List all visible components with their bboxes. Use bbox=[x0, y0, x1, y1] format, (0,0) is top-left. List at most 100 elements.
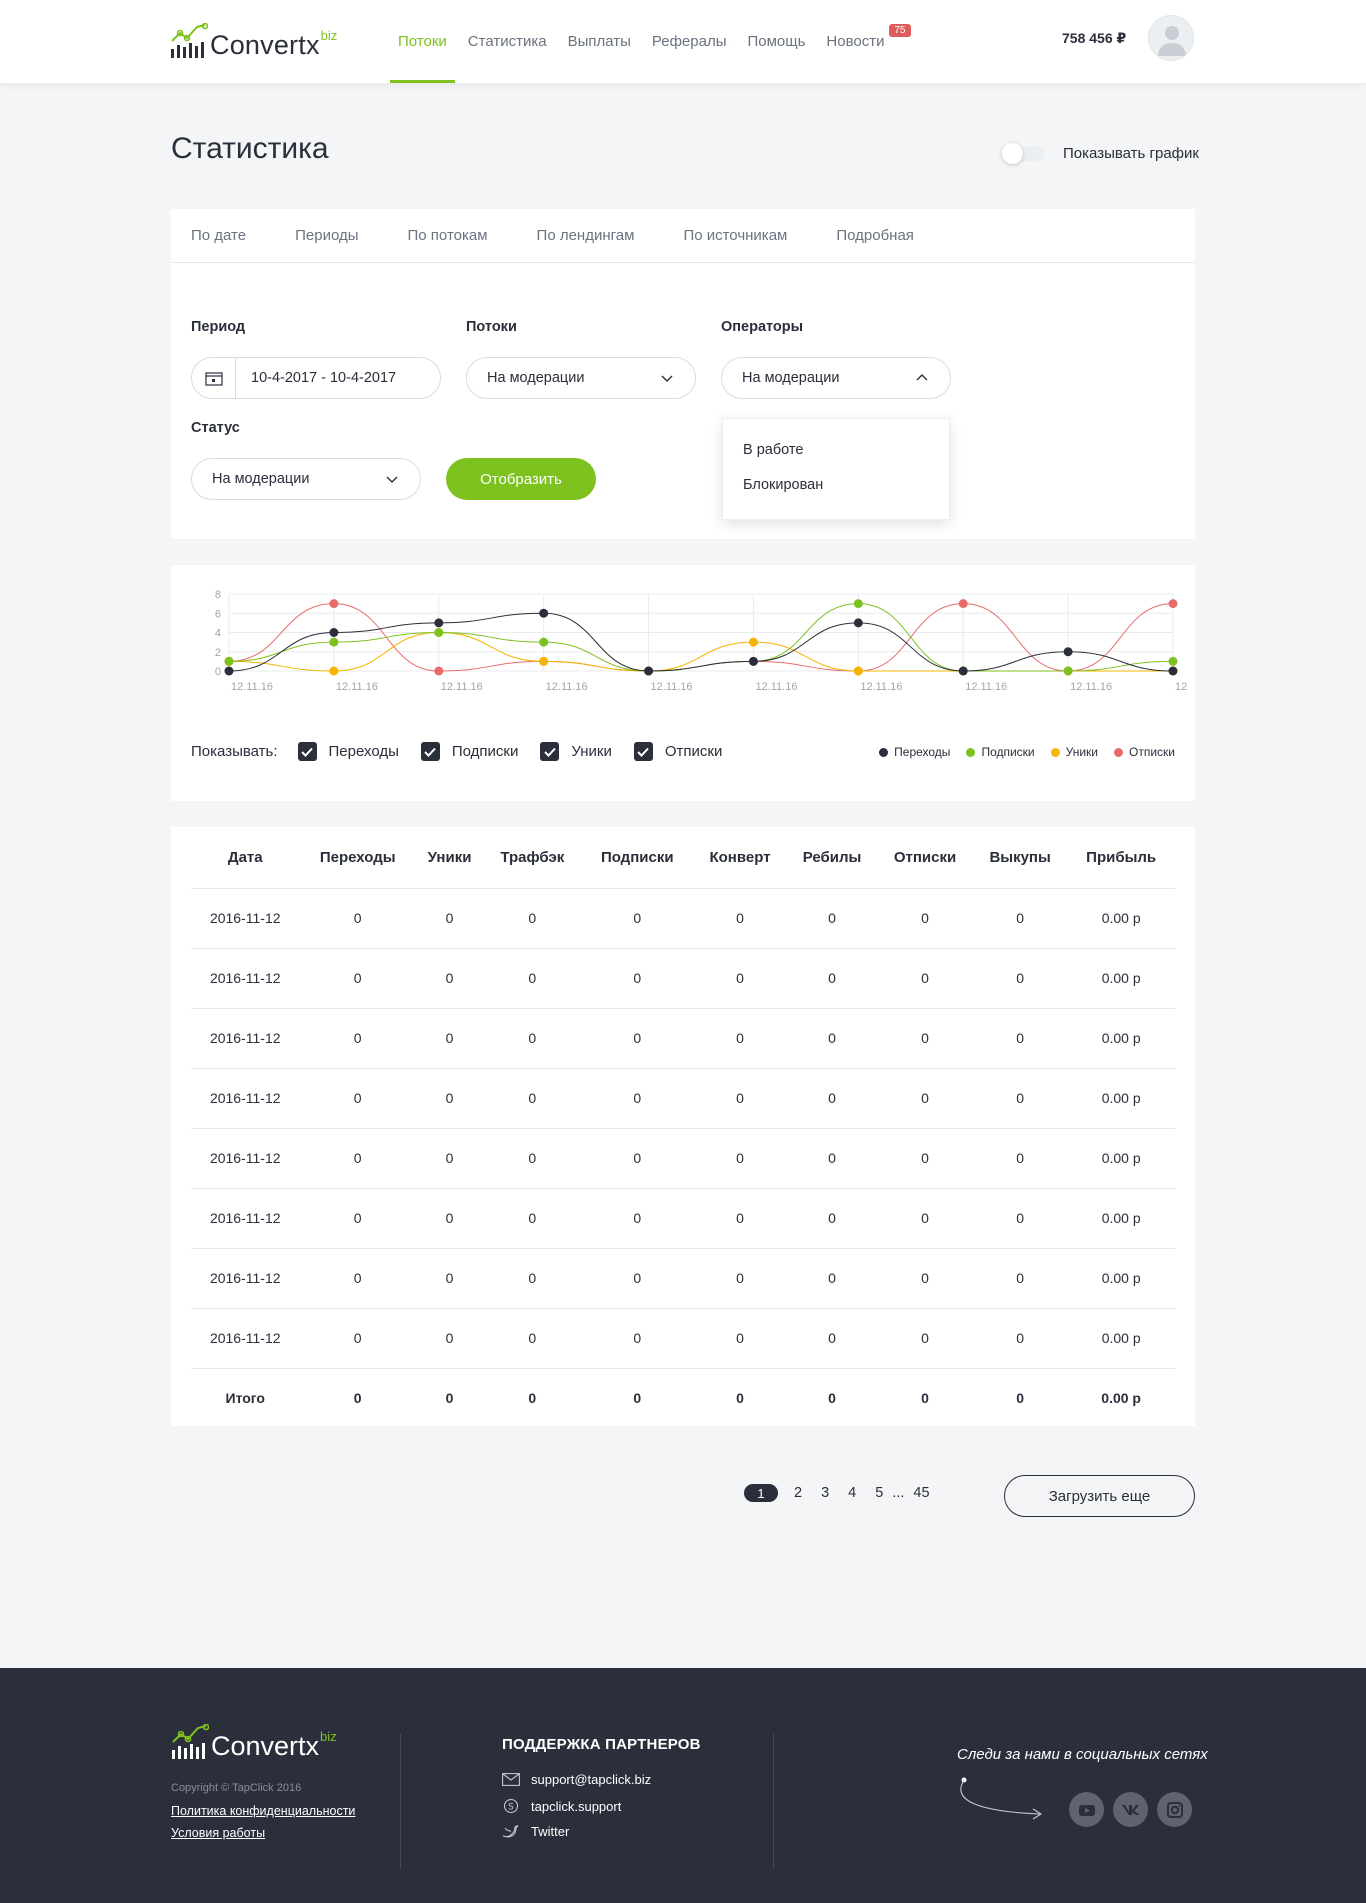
operators-select[interactable]: На модерации bbox=[721, 357, 951, 399]
column-header[interactable]: Трафбэк bbox=[483, 827, 582, 889]
tab-by-sources[interactable]: По источникам bbox=[683, 227, 788, 244]
data-point[interactable] bbox=[224, 656, 234, 666]
data-point[interactable] bbox=[853, 666, 863, 676]
series-visibility-controls: Показывать: Переходы Подписки Уники Отпи… bbox=[191, 742, 722, 761]
table-row: 2016-11-12 0 0 0 0 0 0 0 0 0.00 р bbox=[191, 1248, 1175, 1309]
nav-item-help[interactable]: Помощь bbox=[747, 33, 806, 50]
display-button[interactable]: Отобразить bbox=[446, 458, 596, 500]
data-point[interactable] bbox=[539, 656, 549, 666]
data-point[interactable] bbox=[1063, 647, 1073, 657]
page-4[interactable]: 4 bbox=[848, 1485, 857, 1501]
tab-by-date[interactable]: По дате bbox=[191, 227, 247, 244]
data-point[interactable] bbox=[539, 637, 549, 647]
data-point[interactable] bbox=[748, 656, 758, 666]
column-header[interactable]: Дата bbox=[191, 827, 300, 889]
support-twitter-link[interactable]: Twitter bbox=[502, 1824, 569, 1839]
table-cell: 0.00 р bbox=[1067, 1308, 1175, 1369]
logo[interactable]: Convertx biz bbox=[170, 19, 337, 59]
operators-option-in-work[interactable]: В работе bbox=[743, 442, 804, 458]
x-tick-label: 12.11.16 bbox=[860, 681, 902, 693]
period-date-range-input[interactable]: 10-4-2017 - 10-4-2017 bbox=[191, 357, 441, 399]
tab-by-streams[interactable]: По потокам bbox=[407, 227, 488, 244]
nav-item-news[interactable]: Новости 75 bbox=[818, 0, 911, 83]
tab-by-landings[interactable]: По лендингам bbox=[536, 227, 635, 244]
table-total-row: Итого 0 0 0 0 0 0 0 0 0.00 р bbox=[191, 1368, 1175, 1428]
table-cell: 2016-11-12 bbox=[191, 1128, 300, 1189]
data-point[interactable] bbox=[434, 618, 444, 628]
check-icon bbox=[633, 742, 653, 761]
terms-link[interactable]: Условия работы bbox=[171, 1826, 266, 1840]
column-header[interactable]: Переходы bbox=[299, 827, 416, 889]
table-header-row: Дата Переходы Уники Трафбэк Подписки Конверт Р… bbox=[191, 827, 1175, 889]
nav-item-statistics[interactable]: Статистика bbox=[467, 33, 547, 50]
toggle-switch[interactable] bbox=[1002, 143, 1045, 164]
tab-periods[interactable]: Периоды bbox=[295, 227, 359, 244]
data-point[interactable] bbox=[329, 666, 339, 676]
logo-suffix: biz bbox=[320, 28, 338, 43]
status-select[interactable]: На модерации bbox=[191, 458, 421, 500]
privacy-policy-link[interactable]: Политика конфиденциальности bbox=[171, 1804, 356, 1818]
streams-select[interactable]: На модерации bbox=[466, 357, 696, 399]
total-cell: 0 bbox=[633, 1390, 642, 1407]
table-cell: 0 bbox=[786, 948, 878, 1009]
load-more-button[interactable]: Загрузить еще bbox=[1004, 1475, 1195, 1517]
page-3[interactable]: 3 bbox=[821, 1485, 830, 1501]
data-point[interactable] bbox=[434, 666, 444, 676]
data-point[interactable] bbox=[958, 599, 968, 609]
data-point[interactable] bbox=[1168, 666, 1178, 676]
table-cell: 0 bbox=[299, 1248, 416, 1309]
column-header[interactable]: Отписки bbox=[877, 827, 973, 889]
column-header[interactable]: Ребилы bbox=[786, 827, 878, 889]
series-line bbox=[228, 612, 1174, 672]
data-point[interactable] bbox=[434, 628, 444, 637]
page-5[interactable]: 5 bbox=[875, 1485, 884, 1501]
stats-tabs: По дате Периоды По потокам По лендингам … bbox=[171, 209, 1195, 263]
stats-table: Дата Переходы Уники Трафбэк Подписки Конверт Р… bbox=[191, 827, 1175, 1428]
data-point[interactable] bbox=[1168, 656, 1178, 666]
data-point[interactable] bbox=[853, 599, 863, 609]
data-point[interactable] bbox=[539, 608, 549, 618]
table-cell: 0.00 р bbox=[1067, 1128, 1175, 1189]
data-point[interactable] bbox=[329, 637, 339, 647]
user-avatar[interactable] bbox=[1148, 15, 1194, 61]
instagram-icon[interactable] bbox=[1157, 1792, 1192, 1827]
nav-item-streams[interactable]: Потоки bbox=[390, 0, 455, 83]
show-chart-toggle[interactable]: Показывать график bbox=[1002, 143, 1199, 164]
data-point[interactable] bbox=[748, 637, 758, 647]
checkbox-unsubscribes[interactable]: Отписки bbox=[633, 742, 722, 761]
page-1[interactable]: 1 bbox=[744, 1484, 778, 1502]
data-point[interactable] bbox=[329, 628, 339, 637]
table-cell: 0 bbox=[483, 1248, 582, 1309]
column-header[interactable]: Прибыль bbox=[1067, 827, 1175, 889]
tab-detailed[interactable]: Подробная bbox=[836, 227, 914, 244]
data-point[interactable] bbox=[958, 666, 968, 676]
nav-item-referrals[interactable]: Рефералы bbox=[651, 33, 727, 50]
status-label: Статус bbox=[191, 420, 240, 436]
table-cell: 0 bbox=[693, 1188, 787, 1249]
youtube-icon[interactable] bbox=[1069, 1792, 1104, 1827]
data-point[interactable] bbox=[1063, 666, 1073, 676]
column-header[interactable]: Выкупы bbox=[972, 827, 1068, 889]
data-point[interactable] bbox=[224, 666, 234, 676]
vk-icon[interactable] bbox=[1113, 1792, 1148, 1827]
data-point[interactable] bbox=[644, 666, 654, 676]
data-point[interactable] bbox=[1168, 599, 1178, 609]
checkbox-uniques[interactable]: Уники bbox=[540, 742, 612, 761]
column-header[interactable]: Конверт bbox=[693, 827, 787, 889]
support-email-link[interactable]: support@tapclick.biz bbox=[502, 1772, 651, 1787]
footer-logo[interactable]: Convertx biz bbox=[171, 1724, 337, 1760]
data-point[interactable] bbox=[853, 618, 863, 628]
column-header[interactable]: Подписки bbox=[581, 827, 694, 889]
table-cell: 0 bbox=[299, 888, 416, 949]
table-cell: 0 bbox=[483, 1068, 582, 1129]
checkbox-subscriptions[interactable]: Подписки bbox=[420, 742, 518, 761]
page-last[interactable]: 45 bbox=[913, 1485, 930, 1501]
total-cell: 0.00 р bbox=[1101, 1390, 1141, 1407]
column-header[interactable]: Уники bbox=[415, 827, 484, 889]
operators-option-blocked[interactable]: Блокирован bbox=[743, 477, 824, 493]
page-2[interactable]: 2 bbox=[794, 1485, 803, 1501]
nav-item-payouts[interactable]: Выплаты bbox=[567, 33, 631, 50]
support-skype-link[interactable]: S tapclick.support bbox=[502, 1798, 621, 1814]
data-point[interactable] bbox=[329, 599, 339, 609]
checkbox-transitions[interactable]: Переходы bbox=[297, 742, 399, 761]
